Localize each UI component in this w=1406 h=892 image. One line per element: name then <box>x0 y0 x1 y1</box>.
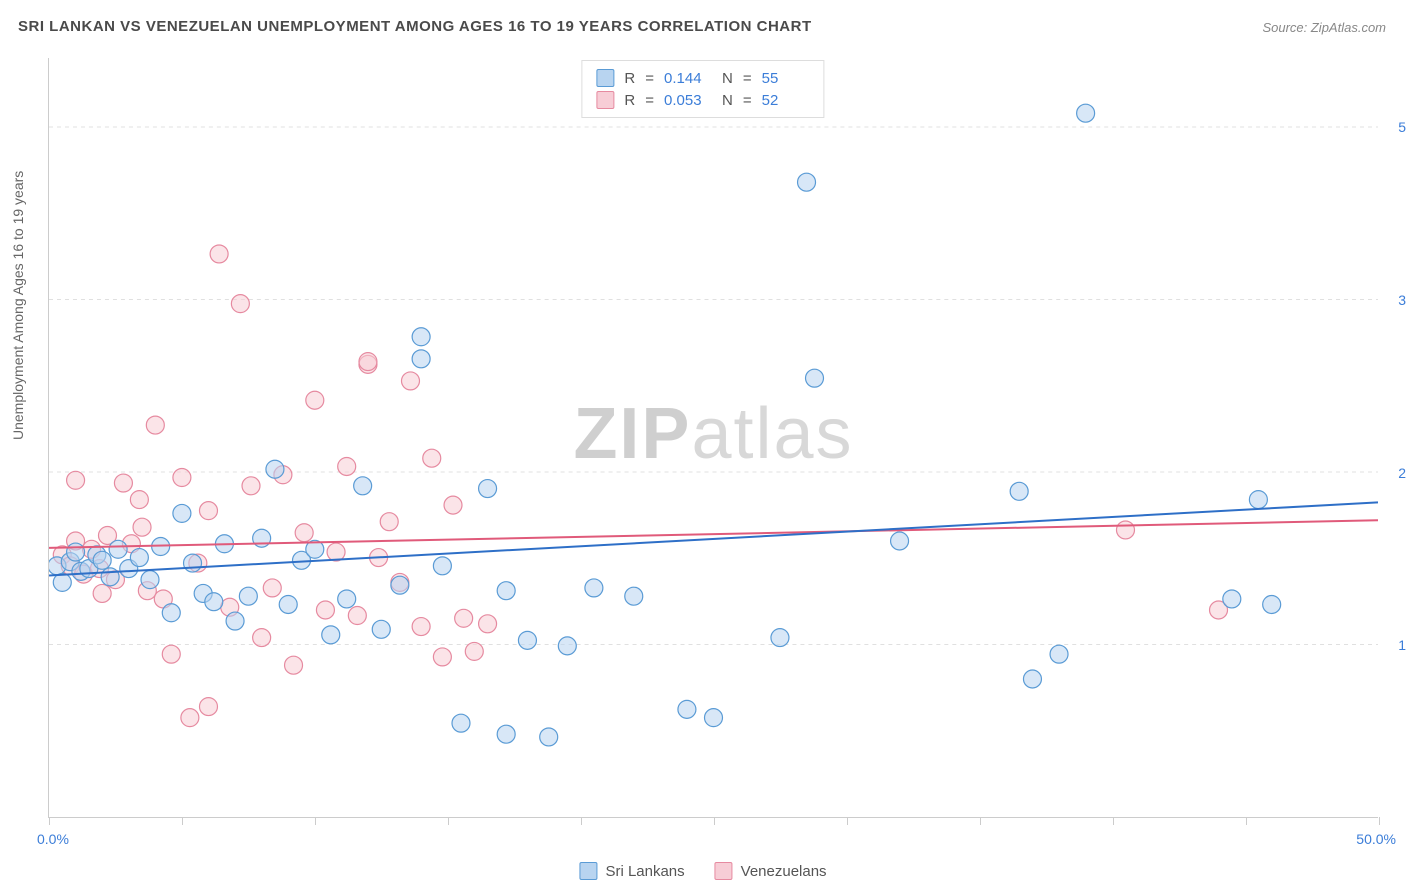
n-label-ven: N <box>722 92 733 109</box>
n-val-ven: 52 <box>762 92 810 109</box>
swatch-sri <box>596 69 614 87</box>
x-tick-50: 50.0% <box>1356 831 1396 847</box>
chart-container: SRI LANKAN VS VENEZUELAN UNEMPLOYMENT AM… <box>0 0 1406 892</box>
r-val-ven: 0.053 <box>664 92 712 109</box>
x-tick <box>714 817 715 825</box>
legend-item-sri: Sri Lankans <box>579 862 684 880</box>
n-label-sri: N <box>722 70 733 87</box>
x-tick <box>448 817 449 825</box>
r-label-ven: R <box>624 92 635 109</box>
eq-sri-n: = <box>743 70 752 87</box>
legend-stats-row-ven: R = 0.053 N = 52 <box>596 89 809 111</box>
legend-stats-box: R = 0.144 N = 55 R = 0.053 N = 52 <box>581 60 824 118</box>
x-tick <box>1379 817 1380 825</box>
n-val-sri: 55 <box>762 70 810 87</box>
legend-item-ven: Venezuelans <box>715 862 827 880</box>
swatch-ven <box>596 91 614 109</box>
y-tick-label: 25.0% <box>1386 465 1406 481</box>
eq-sri: = <box>645 70 654 87</box>
r-val-sri: 0.144 <box>664 70 712 87</box>
x-tick <box>49 817 50 825</box>
legend-stats-row-sri: R = 0.144 N = 55 <box>596 67 809 89</box>
y-tick-label: 37.5% <box>1386 292 1406 308</box>
x-tick <box>1113 817 1114 825</box>
chart-title: SRI LANKAN VS VENEZUELAN UNEMPLOYMENT AM… <box>18 18 812 35</box>
eq-ven: = <box>645 92 654 109</box>
x-tick <box>980 817 981 825</box>
x-tick-0: 0.0% <box>37 831 69 847</box>
legend-bottom: Sri Lankans Venezuelans <box>579 862 826 880</box>
y-tick-label: 12.5% <box>1386 637 1406 653</box>
eq-ven-n: = <box>743 92 752 109</box>
legend-swatch-sri <box>579 862 597 880</box>
source-label: Source: ZipAtlas.com <box>1262 20 1386 35</box>
y-axis-label: Unemployment Among Ages 16 to 19 years <box>10 171 26 440</box>
x-tick <box>1246 817 1247 825</box>
legend-label-ven: Venezuelans <box>741 863 827 880</box>
plot-area: ZIPatlas 12.5%25.0%37.5%50.0% 0.0% 50.0% <box>48 58 1378 818</box>
legend-swatch-ven <box>715 862 733 880</box>
x-tick <box>315 817 316 825</box>
legend-label-sri: Sri Lankans <box>605 863 684 880</box>
y-tick-label: 50.0% <box>1386 119 1406 135</box>
plot-svg <box>49 58 1378 817</box>
r-label-sri: R <box>624 70 635 87</box>
x-tick <box>182 817 183 825</box>
x-tick <box>847 817 848 825</box>
x-tick <box>581 817 582 825</box>
